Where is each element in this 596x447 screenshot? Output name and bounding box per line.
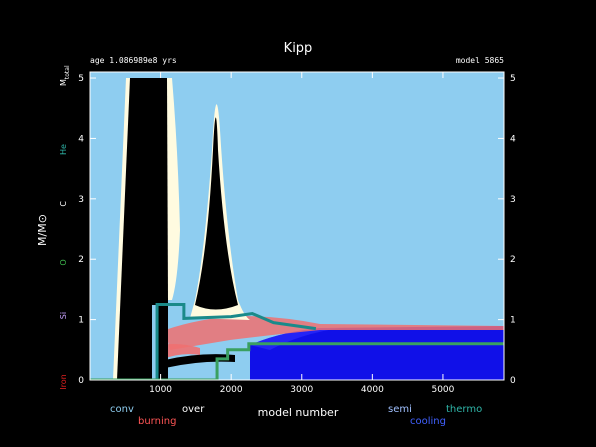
x-tick-label: 5000 — [431, 385, 454, 395]
abundance-label: He — [59, 144, 68, 155]
convective-core-2 — [195, 117, 238, 310]
legend-over: over — [182, 404, 205, 415]
legend-thermo: thermo — [446, 404, 482, 415]
co-core-line — [90, 342, 504, 380]
x-tick-label: 3000 — [290, 385, 313, 395]
he-core-line — [90, 303, 317, 380]
abundance-label: O — [59, 259, 68, 265]
y-tick-label-left: 0 — [78, 376, 84, 386]
abundance-labels: He C O Si Iron — [59, 144, 68, 390]
plot-area — [90, 72, 504, 380]
y-tick-label-right: 3 — [510, 195, 516, 205]
y-tick-label-left: 3 — [78, 195, 84, 205]
abundance-label: Si — [59, 312, 68, 319]
y-tick-label-left: 4 — [78, 134, 84, 144]
y-tick-label-left: 2 — [78, 255, 84, 265]
y-tick-label-right: 5 — [510, 74, 516, 84]
y-tick-label-right: 2 — [510, 255, 516, 265]
x-axis-label: model number — [258, 406, 339, 419]
right-axis-top-label: Mtotal — [59, 65, 71, 86]
chart-title: Kipp — [284, 41, 313, 56]
x-tick-label: 1000 — [149, 385, 172, 395]
x-tick-label: 2000 — [220, 385, 243, 395]
x-tick-label: 4000 — [361, 385, 384, 395]
x-axis: 1000 2000 3000 4000 5000 — [149, 72, 455, 395]
y-axis-right: 0 1 2 3 4 5 — [498, 74, 516, 386]
convective-core-1 — [117, 78, 168, 380]
burning-band — [165, 316, 504, 350]
conv-column — [152, 305, 158, 380]
plot-frame — [89, 71, 505, 381]
y-axis-label: M/M⊙ — [36, 214, 49, 246]
y-tick-label-right: 4 — [510, 134, 516, 144]
abundance-label: Iron — [59, 374, 68, 389]
legend-burning: burning — [138, 416, 176, 427]
legend-conv: conv — [110, 404, 134, 415]
y-tick-label-right: 0 — [510, 376, 516, 386]
model-label: model 5865 — [456, 56, 504, 65]
age-label: age 1.086989e8 yrs — [90, 56, 177, 65]
legend-semi: semi — [388, 404, 412, 415]
legend: conv burning over semi cooling thermo — [110, 404, 482, 427]
y-axis-left: 0 1 2 3 4 5 — [78, 74, 96, 386]
y-tick-label-left: 1 — [78, 316, 84, 326]
y-tick-label-right: 1 — [510, 316, 516, 326]
burning-lower — [160, 344, 200, 360]
y-tick-label-left: 5 — [78, 74, 84, 84]
cooling-region — [250, 326, 504, 380]
legend-cooling: cooling — [410, 416, 446, 427]
abundance-label: C — [59, 201, 68, 207]
